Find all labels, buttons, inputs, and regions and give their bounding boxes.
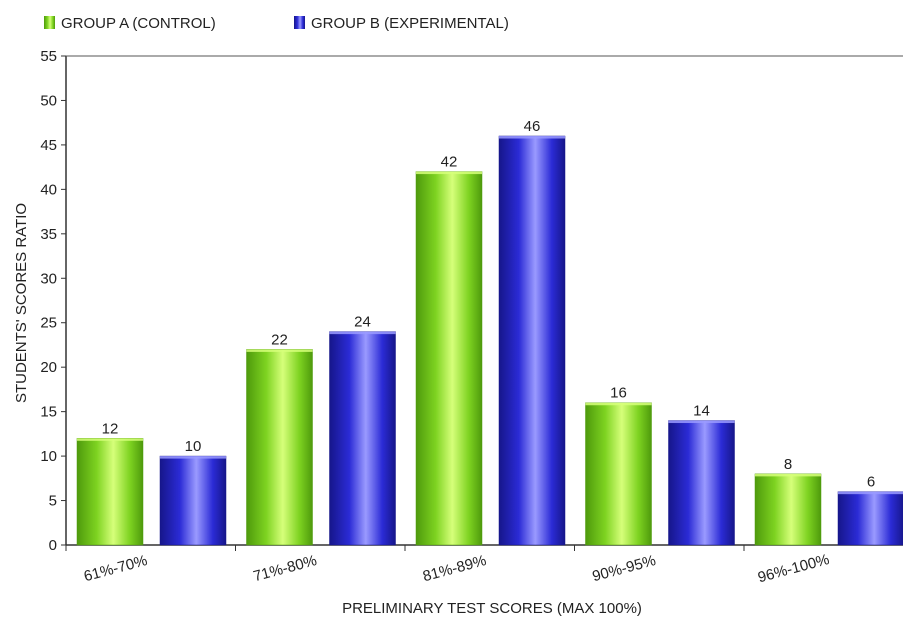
value-labels: 12 22 42 16 8 10 24 46 14 6: [102, 118, 876, 491]
y-tick-label: 55: [40, 48, 57, 65]
data-label: 22: [271, 331, 288, 348]
legend-swatch: [294, 16, 305, 29]
bar-top-highlight: [585, 402, 652, 406]
bar: [76, 438, 144, 546]
data-label: 42: [441, 154, 458, 171]
x-tick-label: 81%-89%: [421, 552, 488, 585]
y-tick-label: 45: [40, 137, 57, 154]
x-axis-title: PRELIMINARY TEST SCORES (MAX 100%): [342, 600, 642, 617]
y-tick-label: 30: [40, 270, 57, 287]
bar: [415, 171, 483, 546]
legend-label: GROUP B (EXPERIMENTAL): [311, 15, 509, 32]
data-label: 24: [354, 314, 371, 331]
data-label: 8: [784, 456, 792, 473]
y-axis-title: STUDENTS' SCORES RATIO: [13, 203, 30, 403]
y-tick-label: 0: [49, 537, 57, 554]
y-tick-label: 5: [49, 493, 57, 510]
legend: GROUP A (CONTROL) GROUP B (EXPERIMENTAL): [44, 15, 509, 32]
data-label: 12: [102, 420, 119, 437]
y-tick-label: 15: [40, 404, 57, 421]
bar: [837, 491, 903, 546]
x-tick-label: 71%-80%: [251, 552, 318, 585]
x-tick-label: 96%-100%: [756, 551, 831, 586]
data-label: 10: [185, 438, 202, 455]
legend-item: GROUP B (EXPERIMENTAL): [294, 15, 509, 32]
legend-label: GROUP A (CONTROL): [61, 15, 216, 32]
bar-top-highlight: [838, 491, 903, 495]
bar-top-highlight: [77, 438, 143, 441]
bar-top-highlight: [755, 473, 821, 477]
legend-item: GROUP A (CONTROL): [44, 15, 216, 32]
y-tick-label: 10: [40, 448, 57, 465]
bar: [329, 331, 396, 546]
y-tick-label: 35: [40, 226, 57, 243]
data-label: 46: [524, 118, 541, 135]
y-tick-label: 20: [40, 359, 57, 376]
bar-top-highlight: [160, 456, 226, 459]
bar-top-highlight: [499, 136, 565, 139]
bar: [498, 135, 566, 546]
data-label: 14: [693, 403, 710, 420]
x-tick-label: 90%-95%: [590, 552, 657, 585]
bar-top-highlight: [329, 331, 396, 335]
data-label: 6: [867, 474, 875, 491]
legend-swatch: [44, 16, 55, 29]
bar: [585, 402, 652, 546]
y-tick-label: 40: [40, 181, 57, 198]
bar: [159, 455, 227, 546]
data-label: 16: [610, 385, 627, 402]
bar-top-highlight: [246, 349, 313, 352]
bar-top-highlight: [668, 420, 735, 424]
bars: [76, 135, 903, 546]
x-tick-label: 61%-70%: [82, 552, 149, 585]
bar: [754, 473, 822, 546]
y-tick-label: 25: [40, 315, 57, 332]
bar: [668, 420, 735, 546]
bar: [246, 349, 313, 546]
y-tick-label: 50: [40, 92, 57, 109]
bar-top-highlight: [416, 171, 482, 175]
